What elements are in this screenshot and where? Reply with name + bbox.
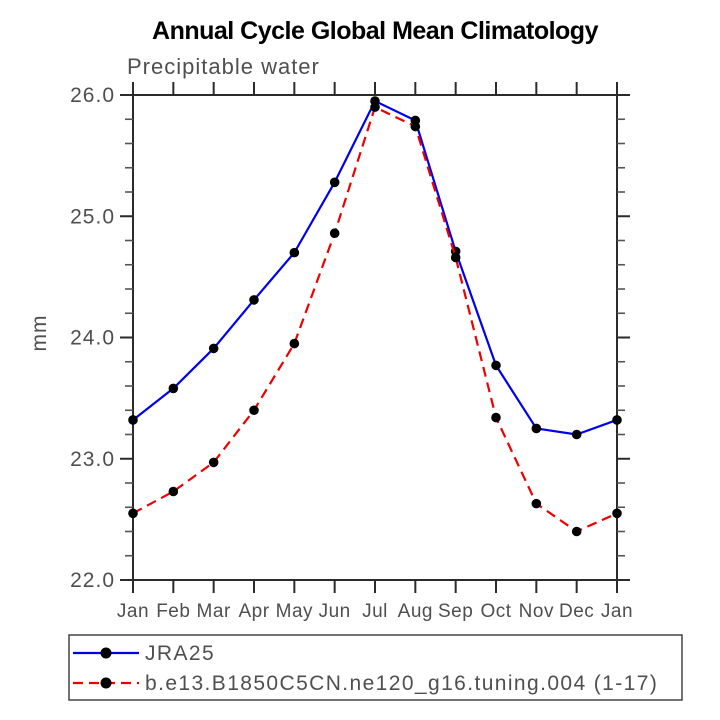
data-point [249, 295, 259, 305]
data-point [168, 486, 179, 497]
legend-samples [73, 647, 139, 689]
x-tick-label: Jun [319, 601, 351, 622]
data-point [329, 177, 340, 188]
x-tick-label: Dec [559, 601, 594, 622]
axis-ticks [120, 82, 630, 593]
data-point [612, 415, 622, 425]
data-point [329, 228, 340, 239]
data-point [249, 405, 259, 416]
x-tick-label: Apr [238, 601, 269, 622]
data-point [168, 383, 179, 394]
data-point [450, 252, 461, 263]
data-point [571, 526, 582, 537]
chart-subtitle: Precipitable water [127, 54, 320, 79]
x-tick-labels: Jan Feb Mar Apr May Jun Jul Aug Sep Oct Nov Dec Jan [117, 601, 633, 622]
data-point [128, 415, 138, 425]
legend-sample-marker [100, 647, 112, 659]
data-point [208, 343, 219, 354]
data-point [491, 412, 501, 423]
chart-title: Annual Cycle Global Mean Climatology [152, 17, 599, 45]
series-line-1 [132, 106, 618, 533]
x-tick-label: Oct [480, 601, 511, 622]
data-point [289, 247, 300, 258]
series-line-0 [132, 99, 618, 436]
x-tick-label: Nov [519, 601, 554, 622]
x-tick-label: Feb [156, 601, 190, 622]
x-tick-label: Jan [601, 601, 633, 622]
x-tick-label: Mar [197, 601, 231, 622]
data-point [128, 508, 138, 519]
x-tick-label: Jul [362, 601, 388, 622]
legend-label-jra25: JRA25 [145, 642, 215, 665]
data-point [410, 121, 421, 132]
y-tick-label: 25.0 [70, 205, 115, 228]
data-point [491, 360, 501, 371]
data-point [289, 338, 300, 349]
legend-sample-marker [100, 677, 112, 689]
y-tick-labels: 22.0 23.0 24.0 25.0 26.0 [70, 84, 115, 592]
data-point [370, 102, 380, 112]
y-axis-label: mm [28, 315, 51, 352]
data-series [128, 96, 622, 537]
data-point [612, 508, 622, 519]
x-tick-label: May [276, 601, 313, 622]
data-point [571, 429, 582, 440]
x-tick-label: Sep [438, 601, 473, 622]
y-tick-label: 23.0 [70, 448, 115, 471]
y-tick-label: 26.0 [70, 84, 115, 107]
legend-box [68, 634, 683, 701]
data-point [208, 457, 219, 468]
data-point [531, 423, 542, 434]
x-tick-label: Jan [117, 601, 149, 622]
legend: JRA25 b.e13.B1850C5CN.ne120_g16.tuning.0… [68, 634, 683, 701]
legend-label-model: b.e13.B1850C5CN.ne120_g16.tuning.004 (1-… [145, 672, 658, 695]
y-tick-label: 24.0 [70, 327, 115, 350]
y-tick-label: 22.0 [70, 569, 115, 592]
x-tick-label: Aug [398, 601, 433, 622]
data-point [531, 498, 542, 509]
